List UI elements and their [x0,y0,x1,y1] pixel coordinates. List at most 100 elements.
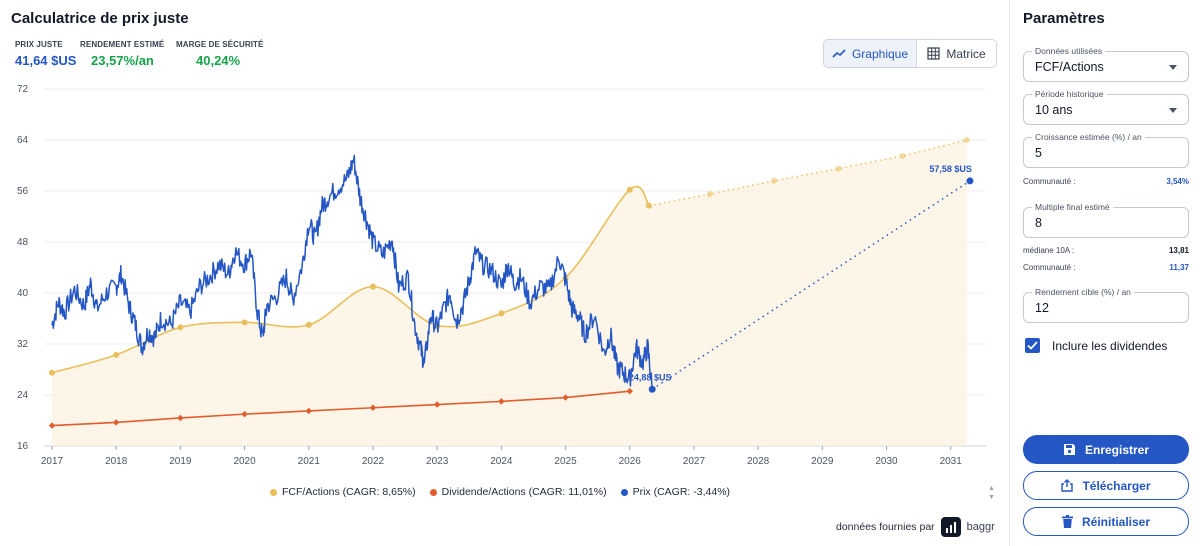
fair-value-area [52,140,967,446]
save-button[interactable]: Enregistrer [1023,435,1189,464]
checkbox-label: Inclure les dividendes [1052,338,1168,353]
metric-value: 40,24% [196,53,241,68]
fcf-point [626,186,633,193]
reset-button[interactable]: Réinitialiser [1023,507,1189,536]
fcf-point [305,321,312,328]
final-multiple-input[interactable]: Multiple final estimé 8 [1023,202,1189,238]
y-tick-label: 72 [17,84,29,95]
data-credit: données fournies par baggr [836,517,995,537]
legend-label: Prix (CAGR: -3,44%) [632,486,731,498]
legend-label: FCF/Actions (CAGR: 8,65%) [282,486,416,498]
field-label: Rendement cible (%) / an [1032,287,1134,297]
legend-item-dividend[interactable]: Dividende/Actions (CAGR: 11,01%) [429,486,607,498]
dividend-point [433,401,441,408]
price-target-point [966,177,974,185]
fcf-point [49,369,55,376]
field-value: 12 [1035,301,1049,315]
legend-item-price[interactable]: Prix (CAGR: -3,44%) [620,486,731,498]
legend-item-fcf[interactable]: FCF/Actions (CAGR: 8,65%) [270,486,416,498]
fcf-projection-point [771,177,778,184]
y-tick-label: 48 [17,237,29,248]
metric-label: PRIX JUSTE [15,40,63,49]
estimated-return-metric: RENDEMENT ESTIMÉ 23,57%/an [80,40,164,68]
median-row: médiane 10A : 13,81 [1023,246,1189,255]
x-tick-label: 2025 [554,456,577,467]
fair-price-metric: PRIX JUSTE 41,64 $US [15,40,76,68]
growth-community-row: Communauté : 3,54% [1023,177,1189,186]
chart-section: Calculatrice de prix juste PRIX JUSTE 41… [11,10,997,537]
panel-title: Paramètres [1023,10,1105,27]
dividend-point [177,414,184,422]
panel-divider [1009,0,1010,546]
growth-rate-input[interactable]: Croissance estimée (%) / an 5 [1023,132,1189,168]
x-tick-label: 2017 [41,456,64,467]
price-current-point [648,385,656,393]
dividend-point [241,410,248,418]
include-dividends-checkbox[interactable]: Inclure les dividendes [1025,338,1167,353]
fcf-projection-point [963,137,970,143]
field-value: FCF/Actions [1035,60,1104,74]
history-period-select[interactable]: Période historique 10 ans [1023,89,1189,125]
metric-label: MARGE DE SÉCURITÉ [176,40,264,49]
meta-value: 11,37 [1169,263,1189,272]
metric-value: 23,57%/an [91,53,154,68]
dividend-point [498,398,505,405]
line-chart-icon [832,48,846,58]
dividend-series-line [51,390,630,427]
page-title: Calculatrice de prix juste [11,10,189,27]
price-series-line [51,154,653,390]
baggr-logo-icon[interactable] [940,517,961,537]
fcf-projection-line [648,139,967,207]
dividend-point [369,404,377,411]
fcf-point [369,283,376,290]
field-value: 10 ans [1035,103,1073,117]
y-tick-label: 56 [17,186,29,197]
data-source-select[interactable]: Données utilisées FCF/Actions [1023,46,1189,82]
x-tick-label: 2018 [105,456,128,467]
checkbox-checked-icon [1025,338,1040,353]
x-tick-label: 2019 [169,456,192,467]
fcf-projection-point [899,152,906,159]
save-icon [1063,444,1075,455]
legend-scroll-arrows[interactable]: ▲ ▼ [988,485,995,501]
chart-legend: FCF/Actions (CAGR: 8,65%) Dividende/Acti… [270,486,730,498]
legend-dot [429,488,437,496]
share-icon [1061,479,1074,492]
metric-label: RENDEMENT ESTIMÉ [80,40,165,49]
fcf-point [177,324,184,331]
x-tick-label: 2031 [940,456,963,467]
target-return-input[interactable]: Rendement cible (%) / an 12 [1023,287,1189,323]
download-button[interactable]: Télécharger [1023,471,1189,500]
dividend-point [562,394,569,401]
x-tick-label: 2028 [747,456,770,467]
parameters-panel: Paramètres Données utilisées FCF/Actions… [1010,0,1200,546]
meta-value: 13,81 [1168,246,1189,255]
tab-label: Graphique [851,46,909,61]
legend-dot [270,488,277,496]
field-label: Multiple final estimé [1032,202,1113,212]
field-value: 8 [1035,216,1042,230]
dividend-point [112,419,120,426]
x-tick-label: 2024 [490,456,513,467]
dividend-point [305,407,312,415]
x-tick-label: 2023 [426,456,449,467]
tab-chart[interactable]: Graphique [824,40,917,67]
meta-value: 3,54% [1166,177,1189,186]
tab-matrix[interactable]: Matrice [917,40,996,67]
x-tick-label: 2029 [811,456,834,467]
legend-label: Dividende/Actions (CAGR: 11,01%) [441,486,607,498]
fair-price-chart: 72 64 56 48 40 32 24 16 2017 2018 2019 2020 2021 2022… [17,84,986,467]
meta-label: Communauté : [1023,177,1076,186]
chevron-down-icon [1169,65,1177,70]
safety-margin-metric: MARGE DE SÉCURITÉ 40,24% [176,40,264,68]
fcf-point [113,351,120,358]
field-label: Période historique [1032,89,1107,99]
fcf-point [498,310,505,317]
x-tick-label: 2030 [875,456,898,467]
trash-icon [1061,515,1073,528]
y-tick-label: 32 [17,339,29,350]
x-tick-label: 2027 [683,456,706,467]
y-tick-label: 24 [17,390,29,401]
y-tick-label: 64 [17,135,29,146]
x-tick-label: 2026 [619,456,642,467]
